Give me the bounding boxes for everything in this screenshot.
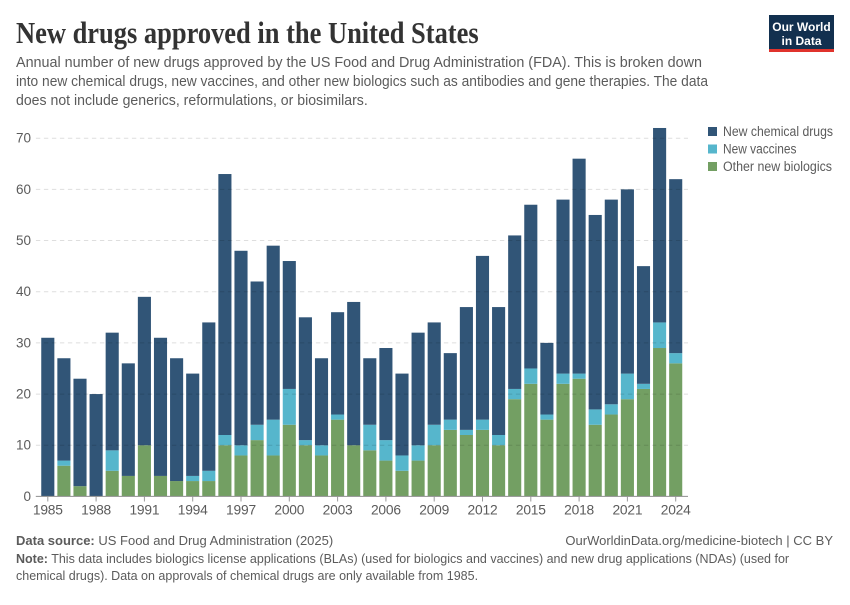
svg-text:30: 30 (16, 335, 31, 350)
svg-text:New chemical drugs: New chemical drugs (723, 124, 833, 139)
svg-text:20: 20 (16, 387, 31, 402)
svg-text:2000: 2000 (274, 503, 304, 518)
svg-text:70: 70 (16, 131, 31, 146)
svg-text:2018: 2018 (564, 503, 594, 518)
svg-text:Other new biologics: Other new biologics (723, 159, 832, 174)
svg-text:40: 40 (16, 284, 31, 299)
svg-text:1991: 1991 (129, 503, 159, 518)
svg-text:10: 10 (16, 438, 31, 453)
svg-text:2009: 2009 (419, 503, 449, 518)
svg-text:1994: 1994 (178, 503, 208, 518)
svg-text:New vaccines: New vaccines (723, 142, 797, 157)
svg-text:2021: 2021 (612, 503, 642, 518)
svg-text:2003: 2003 (323, 503, 353, 518)
svg-text:60: 60 (16, 182, 31, 197)
svg-text:2012: 2012 (468, 503, 498, 518)
svg-text:1988: 1988 (81, 503, 111, 518)
svg-text:2006: 2006 (371, 503, 401, 518)
svg-text:1997: 1997 (226, 503, 256, 518)
svg-text:50: 50 (16, 233, 31, 248)
svg-text:1985: 1985 (33, 503, 63, 518)
svg-text:0: 0 (23, 489, 31, 504)
svg-text:2024: 2024 (661, 503, 691, 518)
svg-text:2015: 2015 (516, 503, 546, 518)
